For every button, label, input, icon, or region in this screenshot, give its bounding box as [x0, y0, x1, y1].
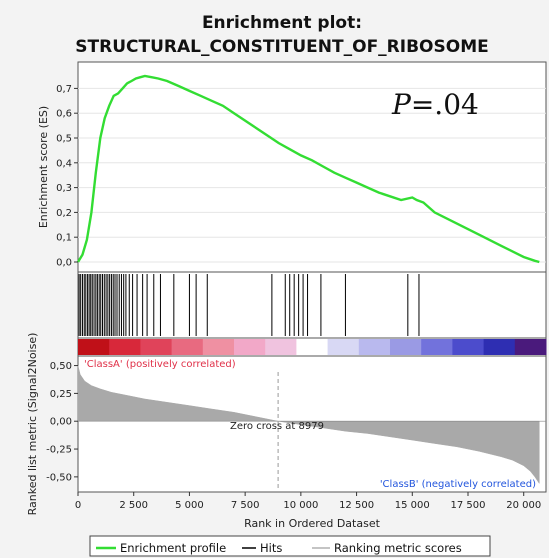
es-ytick-label: 0,6	[56, 109, 72, 120]
heatmap-cell	[452, 339, 485, 355]
heatmap-cell	[358, 339, 391, 355]
es-ytick-label: 0,7	[56, 84, 72, 95]
hits-panel-frame	[77, 271, 547, 339]
heatmap-cell	[171, 339, 204, 355]
heatmap-cell	[421, 339, 453, 355]
heatmap-cell	[483, 339, 516, 355]
es-grid	[78, 87, 546, 263]
heatmap-cell	[109, 339, 141, 355]
heatmap-cell	[78, 339, 110, 355]
xtick-label: 12 500	[339, 500, 374, 511]
es-ytick-label: 0,5	[56, 134, 72, 145]
p-value-annotation: P=.04	[391, 88, 479, 121]
rank-ytick-label: 0,00	[50, 417, 72, 428]
heatmap-cell	[234, 339, 266, 355]
chart-title-line2: STRUCTURAL_CONSTITUENT_OF_RIBOSOME	[75, 37, 488, 57]
zero-cross-label: Zero cross at 8979	[230, 421, 324, 432]
rank-ytick-label: -0,25	[46, 445, 72, 456]
chart-title-line1: Enrichment plot:	[202, 13, 362, 33]
legend-enrichment-profile: Enrichment profile	[120, 541, 226, 555]
heatmap-cell	[514, 339, 547, 355]
legend-hits: Hits	[260, 541, 282, 555]
heatmap-strip	[78, 339, 547, 355]
es-ytick-label: 0,4	[56, 158, 72, 169]
xtick-label: 20 000	[506, 500, 541, 511]
rank-ytick-label: -0,50	[46, 472, 72, 483]
heatmap-cell	[140, 339, 173, 355]
rank-ytick-label: 0,25	[50, 389, 72, 400]
legend-ranking-metric: Ranking metric scores	[334, 541, 462, 555]
es-ytick-label: 0,0	[56, 258, 72, 269]
hits-group	[78, 274, 420, 336]
heatmap-cell	[202, 339, 235, 355]
axis-ticks: 0,0 0,1 0,2 0,3 0,4 0,5 0,6 0,7 -0,50 -0,25 0,00 0,…	[46, 84, 541, 511]
xtick-label: 17 500	[451, 500, 486, 511]
heatmap-cell	[265, 339, 297, 355]
heatmap-cell	[296, 339, 329, 355]
es-ytick-label: 0,2	[56, 208, 72, 219]
enrichment-profile-line	[76, 74, 540, 264]
es-axis-label: Enrichment score (ES)	[37, 106, 50, 228]
rank-ytick-label: 0,50	[50, 361, 72, 372]
xtick-label: 15 000	[395, 500, 430, 511]
xtick-label: 5 000	[175, 500, 204, 511]
es-ytick-label: 0,3	[56, 183, 72, 194]
es-ytick-label: 0,1	[56, 233, 72, 244]
xtick-label: 10 000	[283, 500, 318, 511]
ranking-metric-area	[77, 365, 546, 488]
xtick-label: 7 500	[231, 500, 260, 511]
heatmap-cell	[390, 339, 422, 355]
class-b-label: 'ClassB' (negatively correlated)	[380, 479, 536, 490]
legend-box	[89, 535, 491, 557]
heatmap-cell	[327, 339, 360, 355]
xtick-label: 2 500	[119, 500, 148, 511]
class-a-label: 'ClassA' (positively correlated)	[84, 359, 236, 370]
rank-axis-label: Ranked list metric (Signal2Noise)	[26, 333, 39, 516]
ranking-metric-fill	[77, 365, 540, 485]
x-axis-label: Rank in Ordered Dataset	[244, 517, 381, 530]
xtick-label: 0	[75, 500, 81, 511]
